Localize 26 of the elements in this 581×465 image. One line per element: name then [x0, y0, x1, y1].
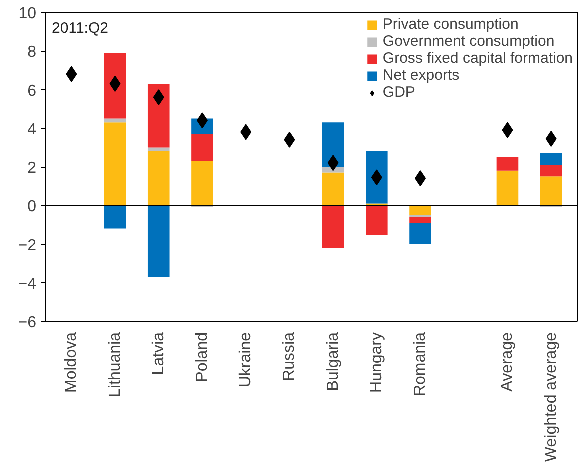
x-tick-label: Poland [194, 332, 211, 382]
x-tick-label: Moldova [63, 332, 80, 393]
y-tick-label: −4 [18, 276, 37, 293]
y-tick-label: −2 [18, 237, 37, 254]
legend-label: Private consumption [382, 16, 519, 33]
x-tick-label: Average [499, 332, 516, 392]
x-tick-label: Weighted average [542, 332, 560, 462]
legend-label: GDP [382, 84, 416, 101]
y-tick-label: −6 [18, 314, 37, 332]
x-tick-label: Russia [281, 332, 298, 382]
y-tick-label: 8 [28, 44, 37, 62]
y-tick-label: 4 [28, 121, 37, 138]
x-tick-label: Hungary [368, 332, 386, 393]
legend-label: Government consumption [382, 33, 555, 50]
x-tick-label: Romania [412, 332, 430, 397]
y-tick-label: 6 [28, 82, 37, 100]
y-tick-label: 0 [28, 198, 37, 216]
x-tick-label: Lithuania [106, 332, 124, 398]
legend-label: Net exports [382, 67, 460, 84]
x-tick-label: Latvia [150, 332, 168, 376]
legend-label: Gross fixed capital formation [382, 50, 573, 67]
x-tick-label: Bulgaria [324, 332, 342, 392]
y-tick-label: 2 [28, 160, 37, 177]
x-tick-label: Ukraine [238, 332, 255, 388]
annotation: 2011:Q2 [52, 20, 108, 38]
y-tick-label: 10 [18, 6, 37, 22]
